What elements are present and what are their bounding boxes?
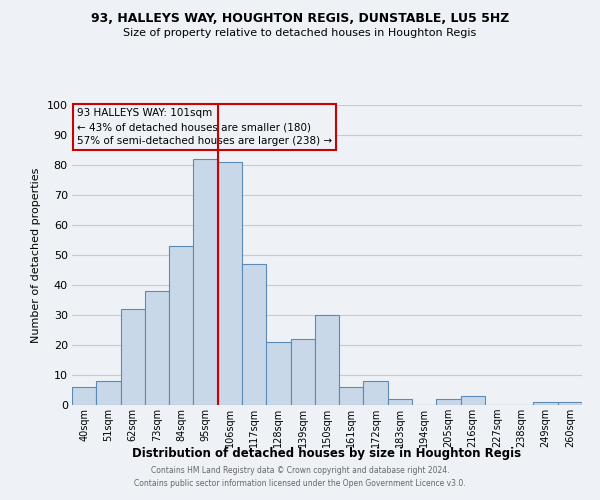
Bar <box>121 309 145 405</box>
Bar <box>315 315 339 405</box>
Bar <box>339 387 364 405</box>
Text: Contains HM Land Registry data © Crown copyright and database right 2024.
Contai: Contains HM Land Registry data © Crown c… <box>134 466 466 487</box>
Bar <box>242 264 266 405</box>
Bar <box>266 342 290 405</box>
Text: Size of property relative to detached houses in Houghton Regis: Size of property relative to detached ho… <box>124 28 476 38</box>
Bar <box>290 339 315 405</box>
Bar <box>364 381 388 405</box>
Bar <box>145 291 169 405</box>
Bar <box>72 387 96 405</box>
Bar <box>96 381 121 405</box>
Text: Distribution of detached houses by size in Houghton Regis: Distribution of detached houses by size … <box>133 448 521 460</box>
Bar <box>388 399 412 405</box>
Text: 93 HALLEYS WAY: 101sqm
← 43% of detached houses are smaller (180)
57% of semi-de: 93 HALLEYS WAY: 101sqm ← 43% of detached… <box>77 108 332 146</box>
Y-axis label: Number of detached properties: Number of detached properties <box>31 168 41 342</box>
Bar <box>533 402 558 405</box>
Bar <box>218 162 242 405</box>
Bar <box>193 159 218 405</box>
Bar <box>169 246 193 405</box>
Bar <box>558 402 582 405</box>
Bar <box>461 396 485 405</box>
Text: 93, HALLEYS WAY, HOUGHTON REGIS, DUNSTABLE, LU5 5HZ: 93, HALLEYS WAY, HOUGHTON REGIS, DUNSTAB… <box>91 12 509 26</box>
Bar <box>436 399 461 405</box>
